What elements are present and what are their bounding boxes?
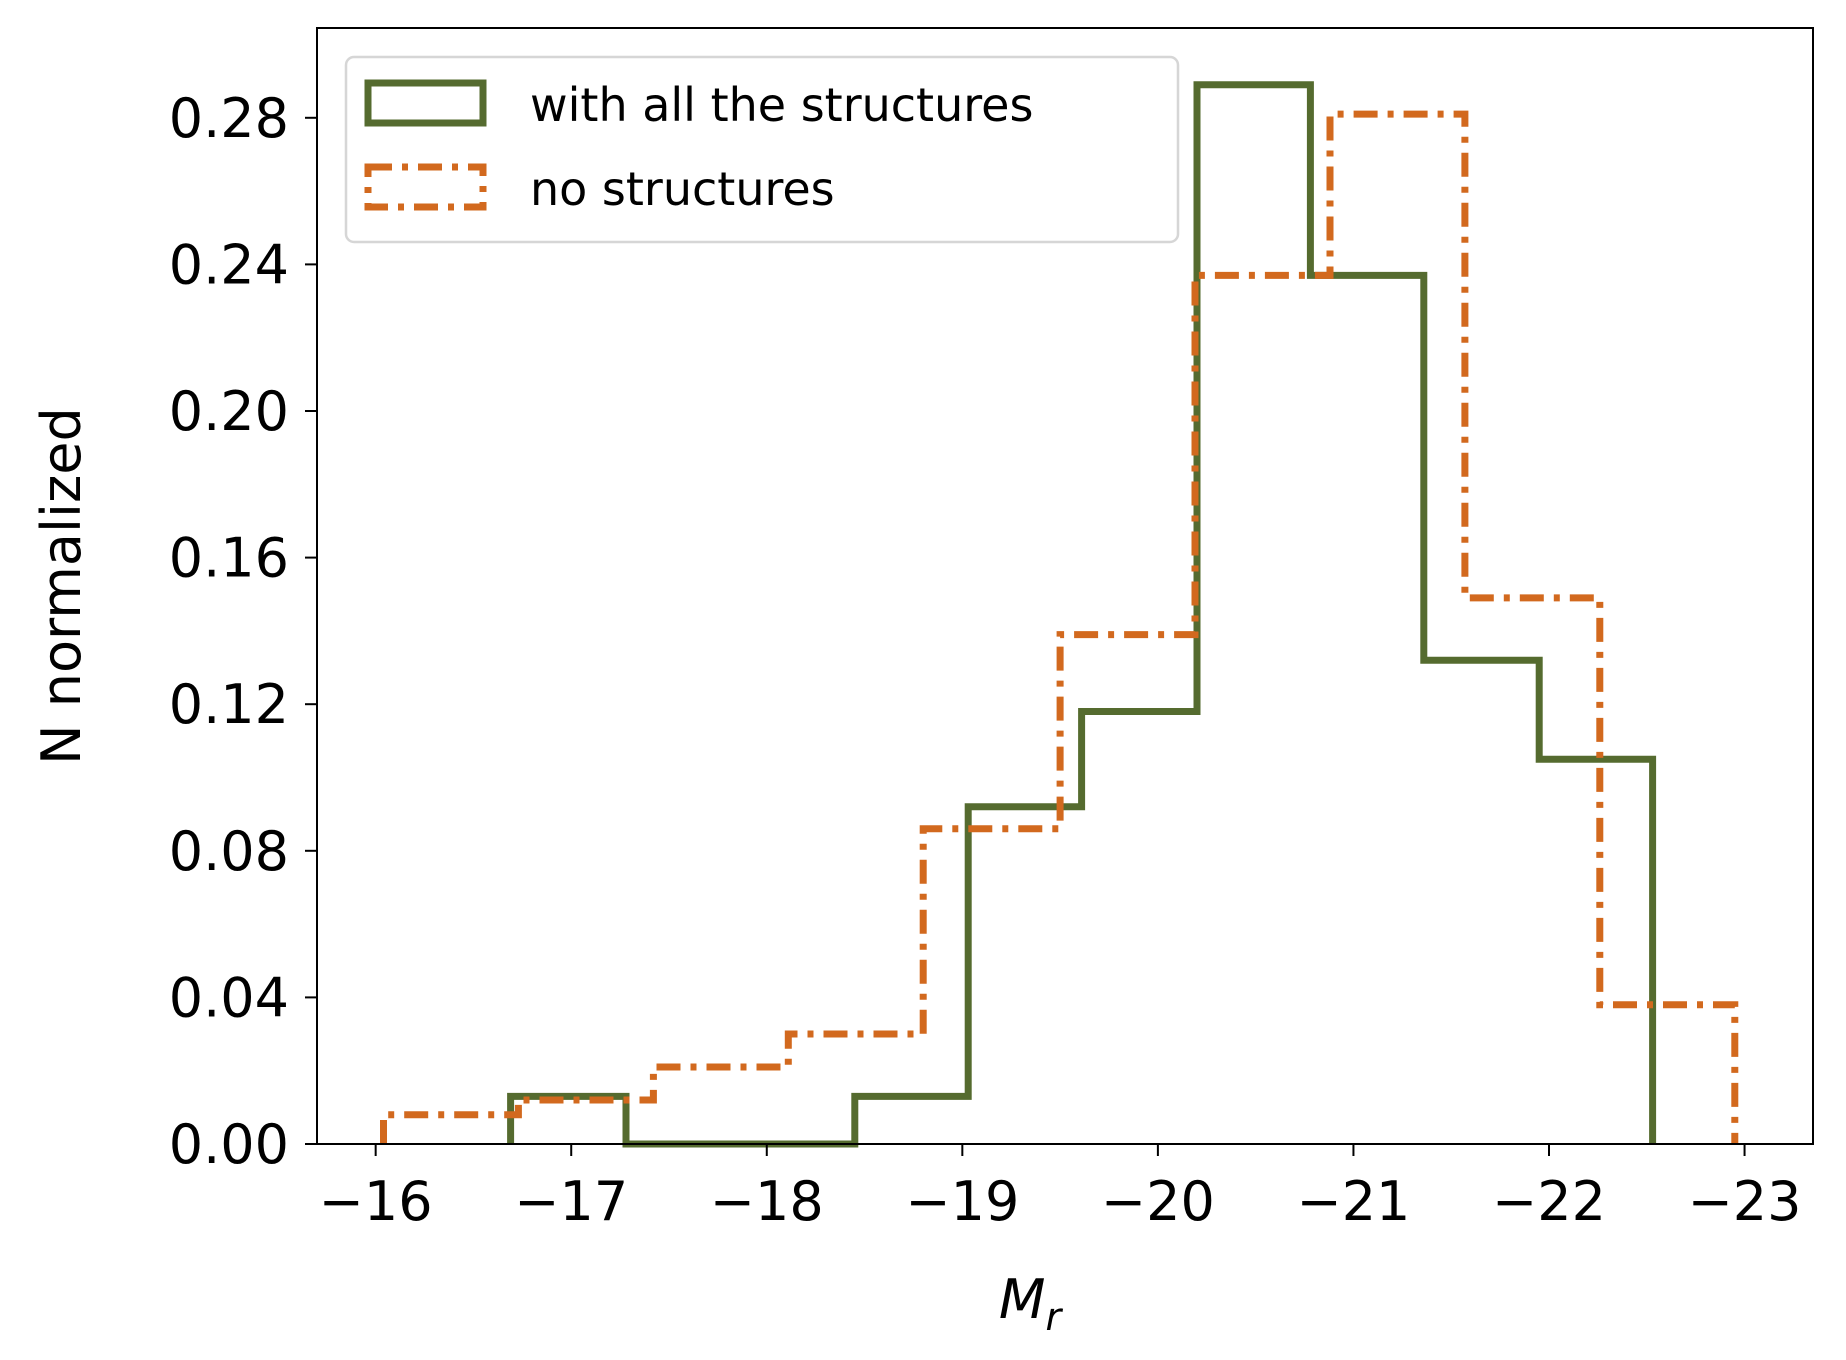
- legend-label-no-structures: no structures: [530, 162, 835, 216]
- x-tick-label: −18: [710, 1170, 824, 1233]
- x-axis: −16 −17 −18 −19 −20 −21 −22 −23: [319, 1144, 1802, 1233]
- y-tick-label: 0.24: [169, 233, 289, 296]
- x-tick-label: −16: [319, 1170, 433, 1233]
- y-tick-label: 0.20: [169, 380, 289, 443]
- x-tick-label: −23: [1688, 1170, 1802, 1233]
- series-line-0: [507, 81, 1657, 1148]
- y-tick-label: 0.12: [169, 673, 289, 736]
- series-layer: [380, 81, 1739, 1148]
- legend-frame: [344, 55, 1180, 244]
- y-tick-label: 0.28: [169, 87, 289, 150]
- legend-swatch-no-structures: [364, 163, 487, 211]
- legend-label-with-structures: with all the structures: [530, 78, 1033, 132]
- series-line-1: [380, 110, 1739, 1144]
- x-tick-label: −21: [1296, 1170, 1410, 1233]
- y-axis: 0.00 0.04 0.08 0.12 0.16 0.20 0.24 0.28: [169, 87, 317, 1176]
- x-tick-label: −20: [1101, 1170, 1215, 1233]
- plot-frame: [316, 27, 1814, 1145]
- x-tick-label: −22: [1492, 1170, 1606, 1233]
- y-tick-label: 0.04: [169, 966, 289, 1029]
- y-tick-label: 0.00: [169, 1113, 289, 1176]
- y-tick-label: 0.08: [169, 820, 289, 883]
- legend-swatch-with-structures: [364, 79, 487, 127]
- x-axis-label-main: M: [999, 1268, 1046, 1331]
- x-axis-label-subscript: r: [1045, 1295, 1063, 1339]
- y-tick-label: 0.16: [169, 527, 289, 590]
- x-tick-label: −19: [905, 1170, 1019, 1233]
- x-axis-label: Mr: [999, 1268, 1064, 1339]
- x-tick-label: −17: [514, 1170, 628, 1233]
- legend: with all the structures no structures: [344, 55, 1180, 244]
- y-axis-label: N normalized: [30, 407, 93, 765]
